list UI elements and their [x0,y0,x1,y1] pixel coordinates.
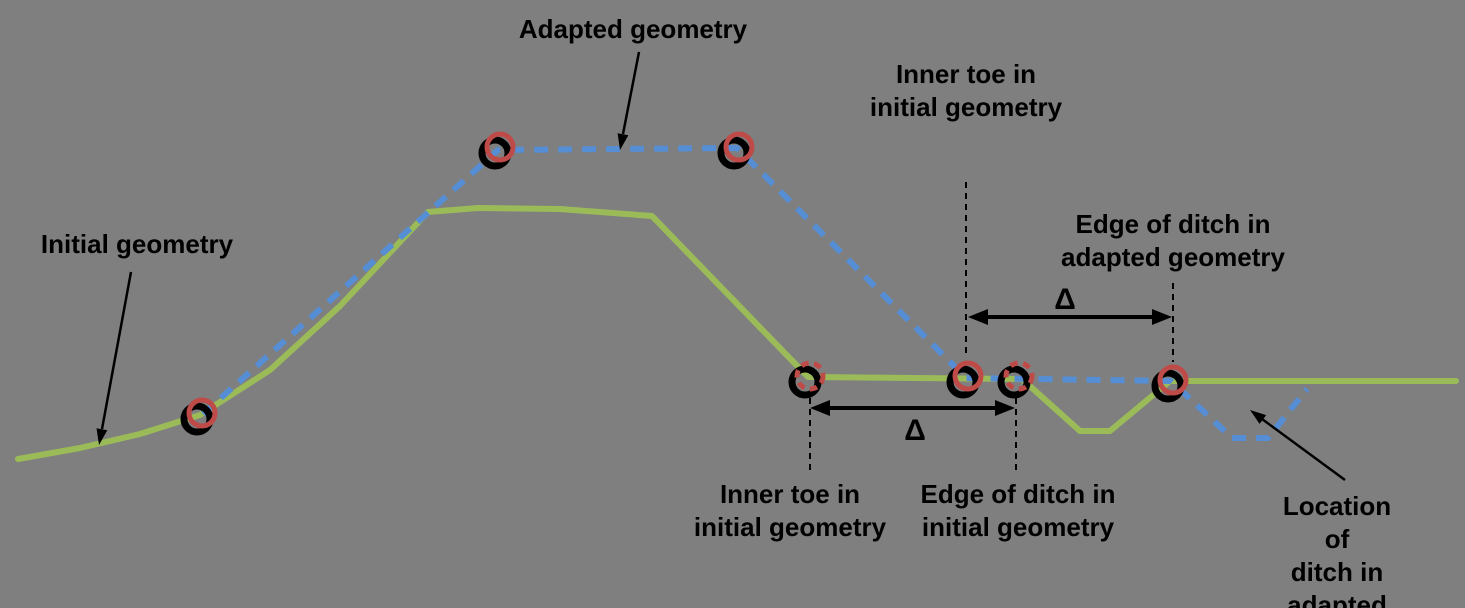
edge-of-ditch-adapted-label: Edge of ditch in adapted geometry [1061,209,1285,273]
point-marker-inner-toe-adapted [946,360,984,399]
adapted-geometry-line [200,145,1310,441]
point-marker-outer-toe [180,397,218,436]
delta-bottom-label: Δ [904,414,926,447]
point-marker-crest-right [717,131,755,170]
location-of-ditch-label: Location of ditch in adapted geometry [1282,491,1392,608]
delta-top-label: Δ [1054,283,1076,316]
adapted-geometry-arrow [617,51,641,150]
location-of-ditch-arrow [1250,410,1346,482]
point-marker-crest-left [478,131,516,170]
inner-toe-top-label: Inner toe in initial geometry [869,59,1063,123]
initial-geometry-line [15,205,1459,462]
delta-arrow-bottom [810,400,1015,416]
initial-geometry-label: Initial geometry [40,229,234,259]
adapted-geometry-label: Adapted geometry [518,14,748,44]
delta-arrow-top [968,309,1172,325]
point-marker-edge-ditch-adapted [1151,364,1189,403]
inner-toe-bottom-label: Inner toe in initial geometry [693,479,887,543]
point-marker-inner-toe-initial [788,360,826,399]
point-marker-edge-ditch-initial [997,360,1035,399]
initial-geometry-arrow [96,271,133,445]
edge-of-ditch-initial-label: Edge of ditch in initial geometry [920,479,1116,543]
